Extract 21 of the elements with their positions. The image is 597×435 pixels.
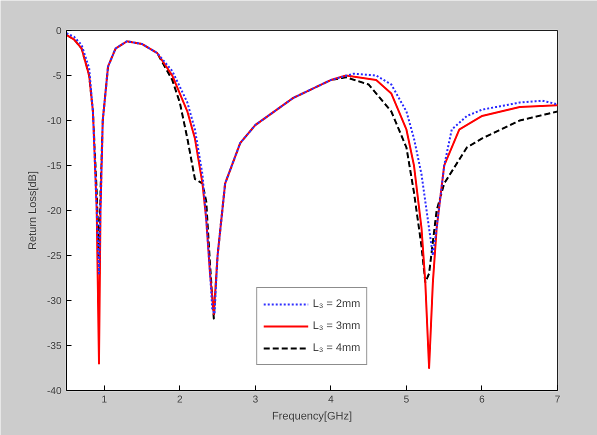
x-tick-label: 7 <box>554 394 561 406</box>
y-tick-label: -40 <box>47 386 62 397</box>
y-axis-title: Return Loss[dB] <box>27 171 40 250</box>
y-tick-label: 0 <box>56 26 62 37</box>
y-tick-label: -20 <box>47 206 62 217</box>
y-tick-label: -5 <box>52 71 62 82</box>
legend-label: L₃ = 4mm <box>312 342 360 354</box>
y-tick-label: -25 <box>47 251 62 262</box>
y-tick-label: -15 <box>47 161 62 172</box>
x-tick-label: 2 <box>177 394 184 406</box>
x-tick-label: 6 <box>479 394 486 406</box>
legend-label: L₃ = 2mm <box>312 298 360 310</box>
x-tick-label: 5 <box>404 394 410 406</box>
x-tick-label: 1 <box>101 394 108 406</box>
y-tick-label: -10 <box>47 116 62 127</box>
y-tick-label: -35 <box>47 341 62 352</box>
x-axis-title: Frequency[GHz] <box>272 410 352 422</box>
legend-label: L₃ = 3mm <box>312 320 360 332</box>
x-tick-label: 3 <box>252 394 259 406</box>
y-tick-label: -30 <box>47 296 62 307</box>
x-tick-label: 4 <box>328 394 334 406</box>
